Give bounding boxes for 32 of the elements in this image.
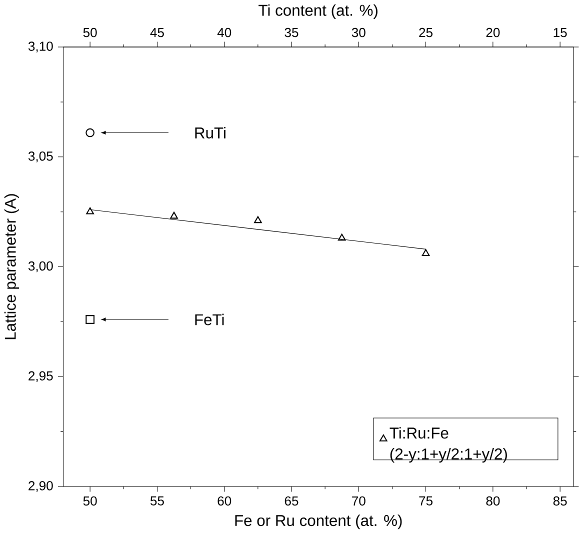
- x-tick-label: 70: [352, 496, 366, 506]
- x2-tick-label: 50: [83, 28, 97, 38]
- point: [170, 212, 178, 219]
- x-tick-label: 55: [150, 496, 164, 506]
- y-tick-label: 3,00: [28, 262, 53, 272]
- y-tick-label: 2,90: [28, 481, 53, 492]
- x2-tick-label: 30: [352, 28, 366, 38]
- annotation: RuTi: [195, 127, 226, 139]
- x2-tick-label: 15: [554, 28, 567, 38]
- x-tick-label: 60: [218, 496, 232, 506]
- x-tick-label: 50: [83, 496, 97, 506]
- y-tick-label: 3,05: [28, 152, 53, 163]
- y-axis-title: Lattice parameter (A): [4, 194, 19, 340]
- x-axis-title: Fe or Ru content (at. %): [235, 514, 402, 530]
- point: [338, 234, 346, 241]
- legend-label: Ti:Ru:Fe (2-y:1+y/2:1+y/2): [390, 427, 507, 463]
- point: [86, 128, 95, 138]
- x2-tick-label: 40: [217, 28, 232, 38]
- x-tick-label: 65: [284, 496, 298, 506]
- annotation: FeTi: [195, 314, 224, 326]
- x2-tick-label: 25: [419, 28, 433, 38]
- x2-tick-label: 20: [486, 28, 500, 38]
- point: [254, 216, 262, 224]
- x2-axis-title: Ti content (at. %): [258, 4, 378, 20]
- x-tick-label: 85: [553, 496, 567, 506]
- x-tick-label: 80: [486, 496, 500, 506]
- y-tick-label: 2,95: [28, 371, 53, 382]
- y-tick-label: 3,10: [28, 42, 53, 53]
- x2-tick-label: 45: [150, 28, 164, 38]
- x2-tick-label: 35: [284, 28, 298, 38]
- x-tick-label: 75: [419, 496, 433, 506]
- point: [86, 315, 95, 324]
